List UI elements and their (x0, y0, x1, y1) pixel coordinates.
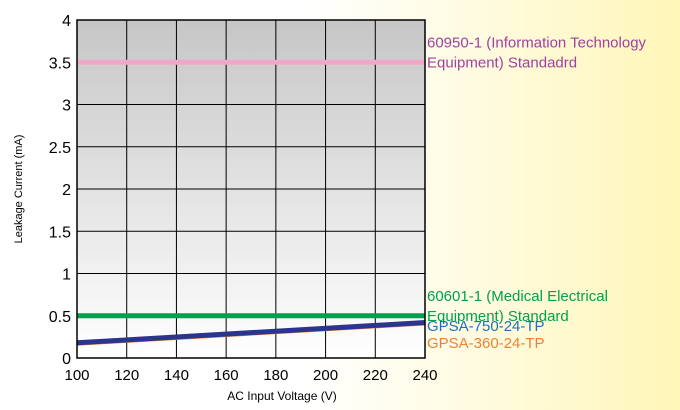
x-tick-label: 140 (164, 367, 189, 384)
series-line-GPSA-750-24-TP (76, 320, 426, 346)
y-tick-labels: 0 0.5 1 1.5 2 2.5 3 3.5 4 (49, 13, 71, 368)
y-tick-label: 0.5 (49, 309, 71, 326)
series-lines (76, 320, 426, 346)
y-tick-label: 1.5 (49, 224, 71, 241)
reference-label-0: 60950-1 (Information Technology Equipment… (427, 34, 647, 71)
x-tick-label: 160 (214, 367, 239, 384)
series-label: GPSA-750-24-TP (427, 318, 545, 335)
y-tick-label: 4 (62, 13, 71, 30)
series-label: GPSA-360-24-TP (427, 335, 545, 352)
y-tick-label: 3.5 (49, 55, 71, 72)
y-tick-label: 3 (62, 98, 71, 115)
reference-label-line: 60601-1 (Medical Electrical (427, 288, 608, 305)
x-axis-label: AC Input Voltage (V) (227, 389, 336, 403)
x-tick-label: 180 (263, 367, 288, 384)
annotations: 60950-1 (Information Technology Equipment… (427, 34, 647, 352)
reference-label-line: Equipment) Standard (427, 308, 569, 325)
y-axis-label: Leakage Current (mA) (13, 135, 25, 244)
reference-label-line: Equipment) Standadrd (427, 54, 577, 71)
x-tick-label: 200 (313, 367, 338, 384)
x-tick-label: 120 (114, 367, 139, 384)
y-tick-label: 1 (62, 267, 71, 284)
plot-border (76, 19, 426, 359)
reference-label-line: 60950-1 (Information Technology (427, 34, 647, 51)
x-tick-label: 220 (363, 367, 388, 384)
reference-label-1: 60601-1 (Medical Electrical Equipment) St… (427, 288, 608, 325)
y-tick-label: 2.5 (49, 140, 71, 157)
x-tick-labels: 100 120 140 160 180 200 220 240 (64, 367, 437, 384)
y-tick-label: 2 (62, 182, 71, 199)
x-tick-label: 100 (64, 367, 89, 384)
reference-lines (77, 59, 425, 319)
y-tick-label: 0 (62, 351, 71, 368)
x-tick-label: 240 (412, 367, 437, 384)
